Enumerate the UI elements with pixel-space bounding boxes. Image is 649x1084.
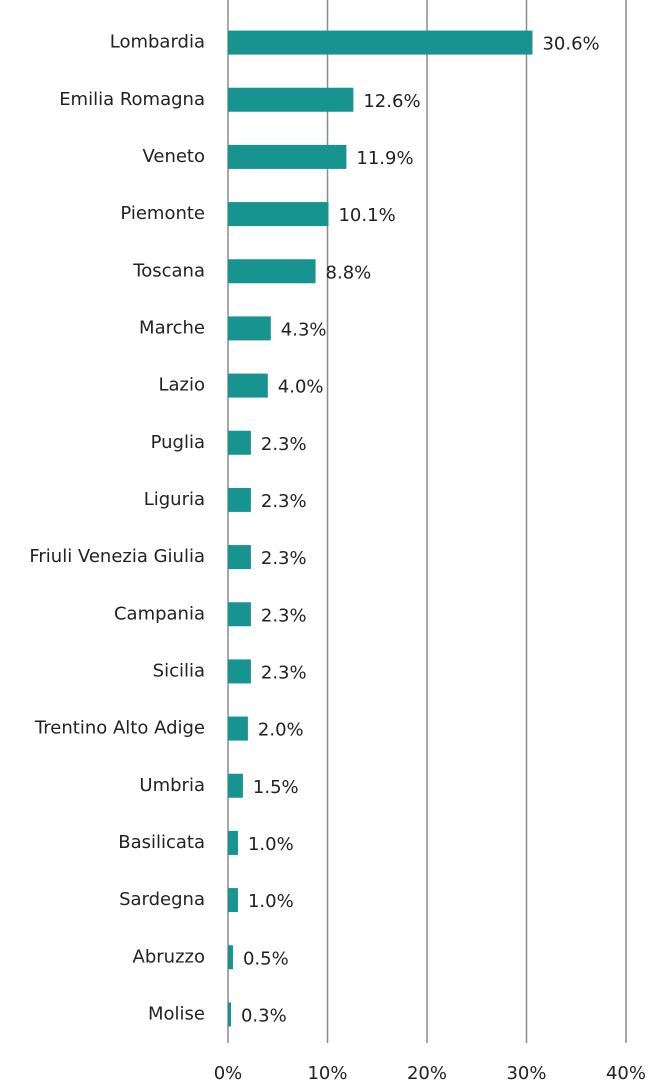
y-tick-label: Lombardia bbox=[110, 32, 205, 53]
x-tick-label: 0% bbox=[214, 1063, 243, 1084]
data-label: 2.0% bbox=[258, 720, 304, 741]
bar bbox=[228, 316, 271, 341]
bar bbox=[228, 945, 233, 970]
y-tick-label: Liguria bbox=[144, 489, 205, 510]
x-tick-label: 10% bbox=[307, 1063, 347, 1084]
bar bbox=[228, 373, 268, 398]
data-label: 1.0% bbox=[248, 834, 294, 855]
x-tick-label: 20% bbox=[407, 1063, 447, 1084]
bar bbox=[228, 30, 533, 55]
bar bbox=[228, 830, 238, 855]
y-tick-label: Friuli Venezia Giulia bbox=[29, 546, 205, 567]
data-label: 1.5% bbox=[253, 777, 299, 798]
bar bbox=[228, 716, 248, 741]
data-label: 1.0% bbox=[248, 891, 294, 912]
data-label: 2.3% bbox=[261, 662, 307, 683]
data-label: 2.3% bbox=[261, 605, 307, 626]
y-tick-label: Lazio bbox=[158, 375, 205, 396]
y-tick-label: Umbria bbox=[139, 775, 205, 796]
x-tick-label: 40% bbox=[606, 1063, 646, 1084]
data-label: 4.0% bbox=[278, 377, 324, 398]
bar bbox=[228, 888, 238, 913]
bar bbox=[228, 202, 329, 227]
data-label: 11.9% bbox=[356, 148, 413, 169]
x-tick-label: 30% bbox=[506, 1063, 546, 1084]
data-label: 8.8% bbox=[326, 262, 372, 283]
y-tick-label: Toscana bbox=[132, 260, 205, 281]
data-label: 0.5% bbox=[243, 948, 289, 969]
bar bbox=[228, 259, 316, 284]
y-tick-label: Molise bbox=[148, 1003, 205, 1024]
bar bbox=[228, 144, 347, 169]
y-tick-label: Sicilia bbox=[153, 660, 205, 681]
data-label: 2.3% bbox=[261, 434, 307, 455]
y-tick-label: Puglia bbox=[151, 432, 205, 453]
data-label: 2.3% bbox=[261, 491, 307, 512]
data-label: 12.6% bbox=[363, 91, 420, 112]
y-tick-label: Basilicata bbox=[118, 832, 205, 853]
bar bbox=[228, 1002, 231, 1027]
bar bbox=[228, 773, 243, 798]
data-label: 30.6% bbox=[542, 34, 599, 55]
data-label: 10.1% bbox=[338, 205, 395, 226]
bar bbox=[228, 87, 354, 112]
y-tick-label: Piemonte bbox=[120, 203, 205, 224]
data-label: 2.3% bbox=[261, 548, 307, 569]
y-tick-label: Marche bbox=[139, 317, 205, 338]
y-tick-label: Veneto bbox=[142, 146, 205, 167]
bar bbox=[228, 487, 251, 512]
data-label: 4.3% bbox=[281, 319, 327, 340]
y-tick-label: Campania bbox=[114, 603, 205, 624]
y-tick-label: Emilia Romagna bbox=[59, 89, 205, 110]
bar bbox=[228, 602, 251, 627]
bar bbox=[228, 545, 251, 570]
bar bbox=[228, 430, 251, 455]
y-tick-label: Abruzzo bbox=[133, 946, 205, 967]
bar bbox=[228, 659, 251, 684]
y-tick-label: Trentino Alto Adige bbox=[34, 718, 205, 739]
y-tick-label: Sardegna bbox=[119, 889, 205, 910]
data-label: 0.3% bbox=[241, 1005, 287, 1026]
